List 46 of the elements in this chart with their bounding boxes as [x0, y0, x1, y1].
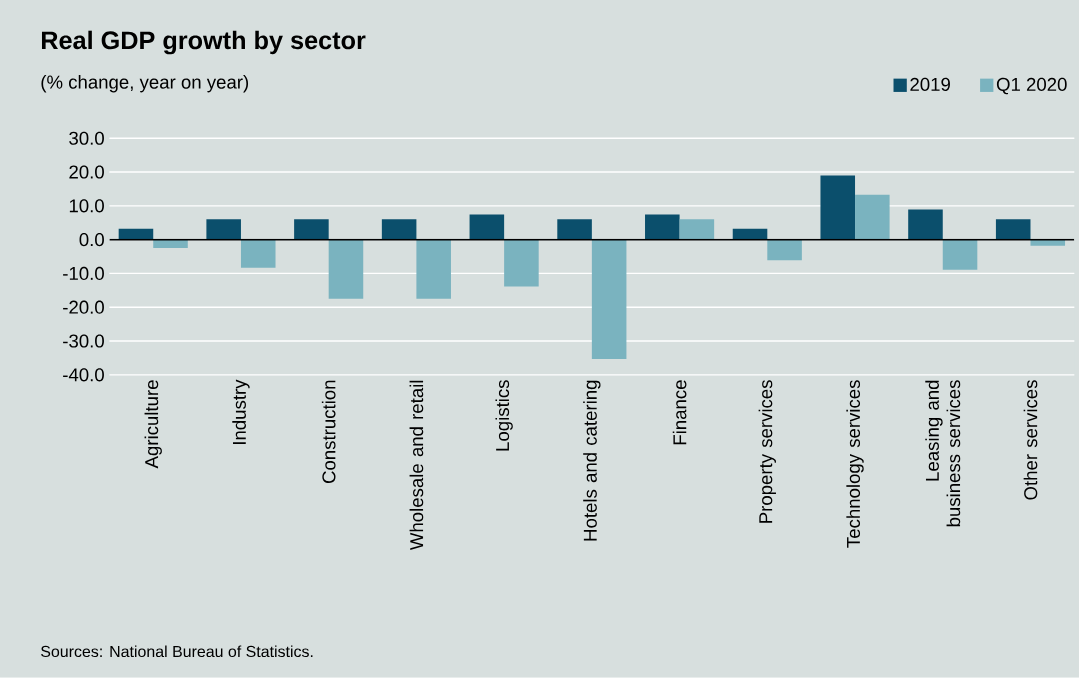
bar	[557, 219, 592, 240]
x-tick-label: Other services	[1023, 380, 1038, 500]
bar	[732, 228, 768, 240]
x-tick-label: Leasing and business services	[925, 380, 961, 527]
bar	[767, 239, 802, 261]
legend-label: 2019	[910, 77, 950, 92]
x-tick-label: Industry	[232, 379, 250, 445]
x-tick-label: Finance	[672, 380, 687, 445]
bar	[328, 239, 364, 299]
x-tick-label: Hotels and catering	[583, 380, 601, 541]
y-tick-label: -10.0	[63, 266, 104, 281]
bar	[591, 239, 627, 359]
bar	[294, 219, 329, 240]
y-tick-label: 20.0	[69, 165, 104, 179]
bar	[855, 194, 890, 240]
x-tick-label: Logistics	[495, 380, 513, 451]
y-tick-label: 0.0	[79, 233, 104, 247]
y-tick-label: -30.0	[63, 334, 104, 348]
bar	[240, 239, 276, 268]
chart-title: Real GDP growth by sector	[41, 30, 366, 55]
bar	[118, 228, 154, 240]
x-tick-label: Property services	[758, 380, 776, 523]
y-tick-label: -40.0	[63, 368, 104, 382]
y-tick-label: 30.0	[69, 131, 104, 145]
legend-label: Q1 2020	[996, 77, 1067, 95]
bar	[1030, 239, 1066, 246]
bar	[645, 214, 680, 240]
x-tick-label: Wholesale and retail	[409, 380, 424, 551]
bar	[381, 219, 417, 240]
bar	[908, 209, 943, 240]
x-tick-label: Construction	[321, 380, 336, 484]
x-tick-label: Technology services	[846, 380, 864, 548]
source-note: Sources: National Bureau of Statistics.	[41, 645, 313, 658]
x-tick-label: Agriculture	[144, 380, 162, 469]
bar	[416, 239, 451, 299]
y-tick-label: 10.0	[69, 199, 104, 213]
bar	[469, 214, 505, 240]
bar	[942, 239, 978, 270]
bar	[504, 239, 539, 287]
bar	[820, 175, 856, 240]
chart-subtitle: (% change, year on year)	[41, 75, 249, 93]
bar	[995, 219, 1031, 240]
bar	[679, 219, 715, 240]
y-tick-label: -20.0	[63, 300, 104, 314]
bar	[153, 239, 188, 249]
bar	[206, 219, 241, 240]
